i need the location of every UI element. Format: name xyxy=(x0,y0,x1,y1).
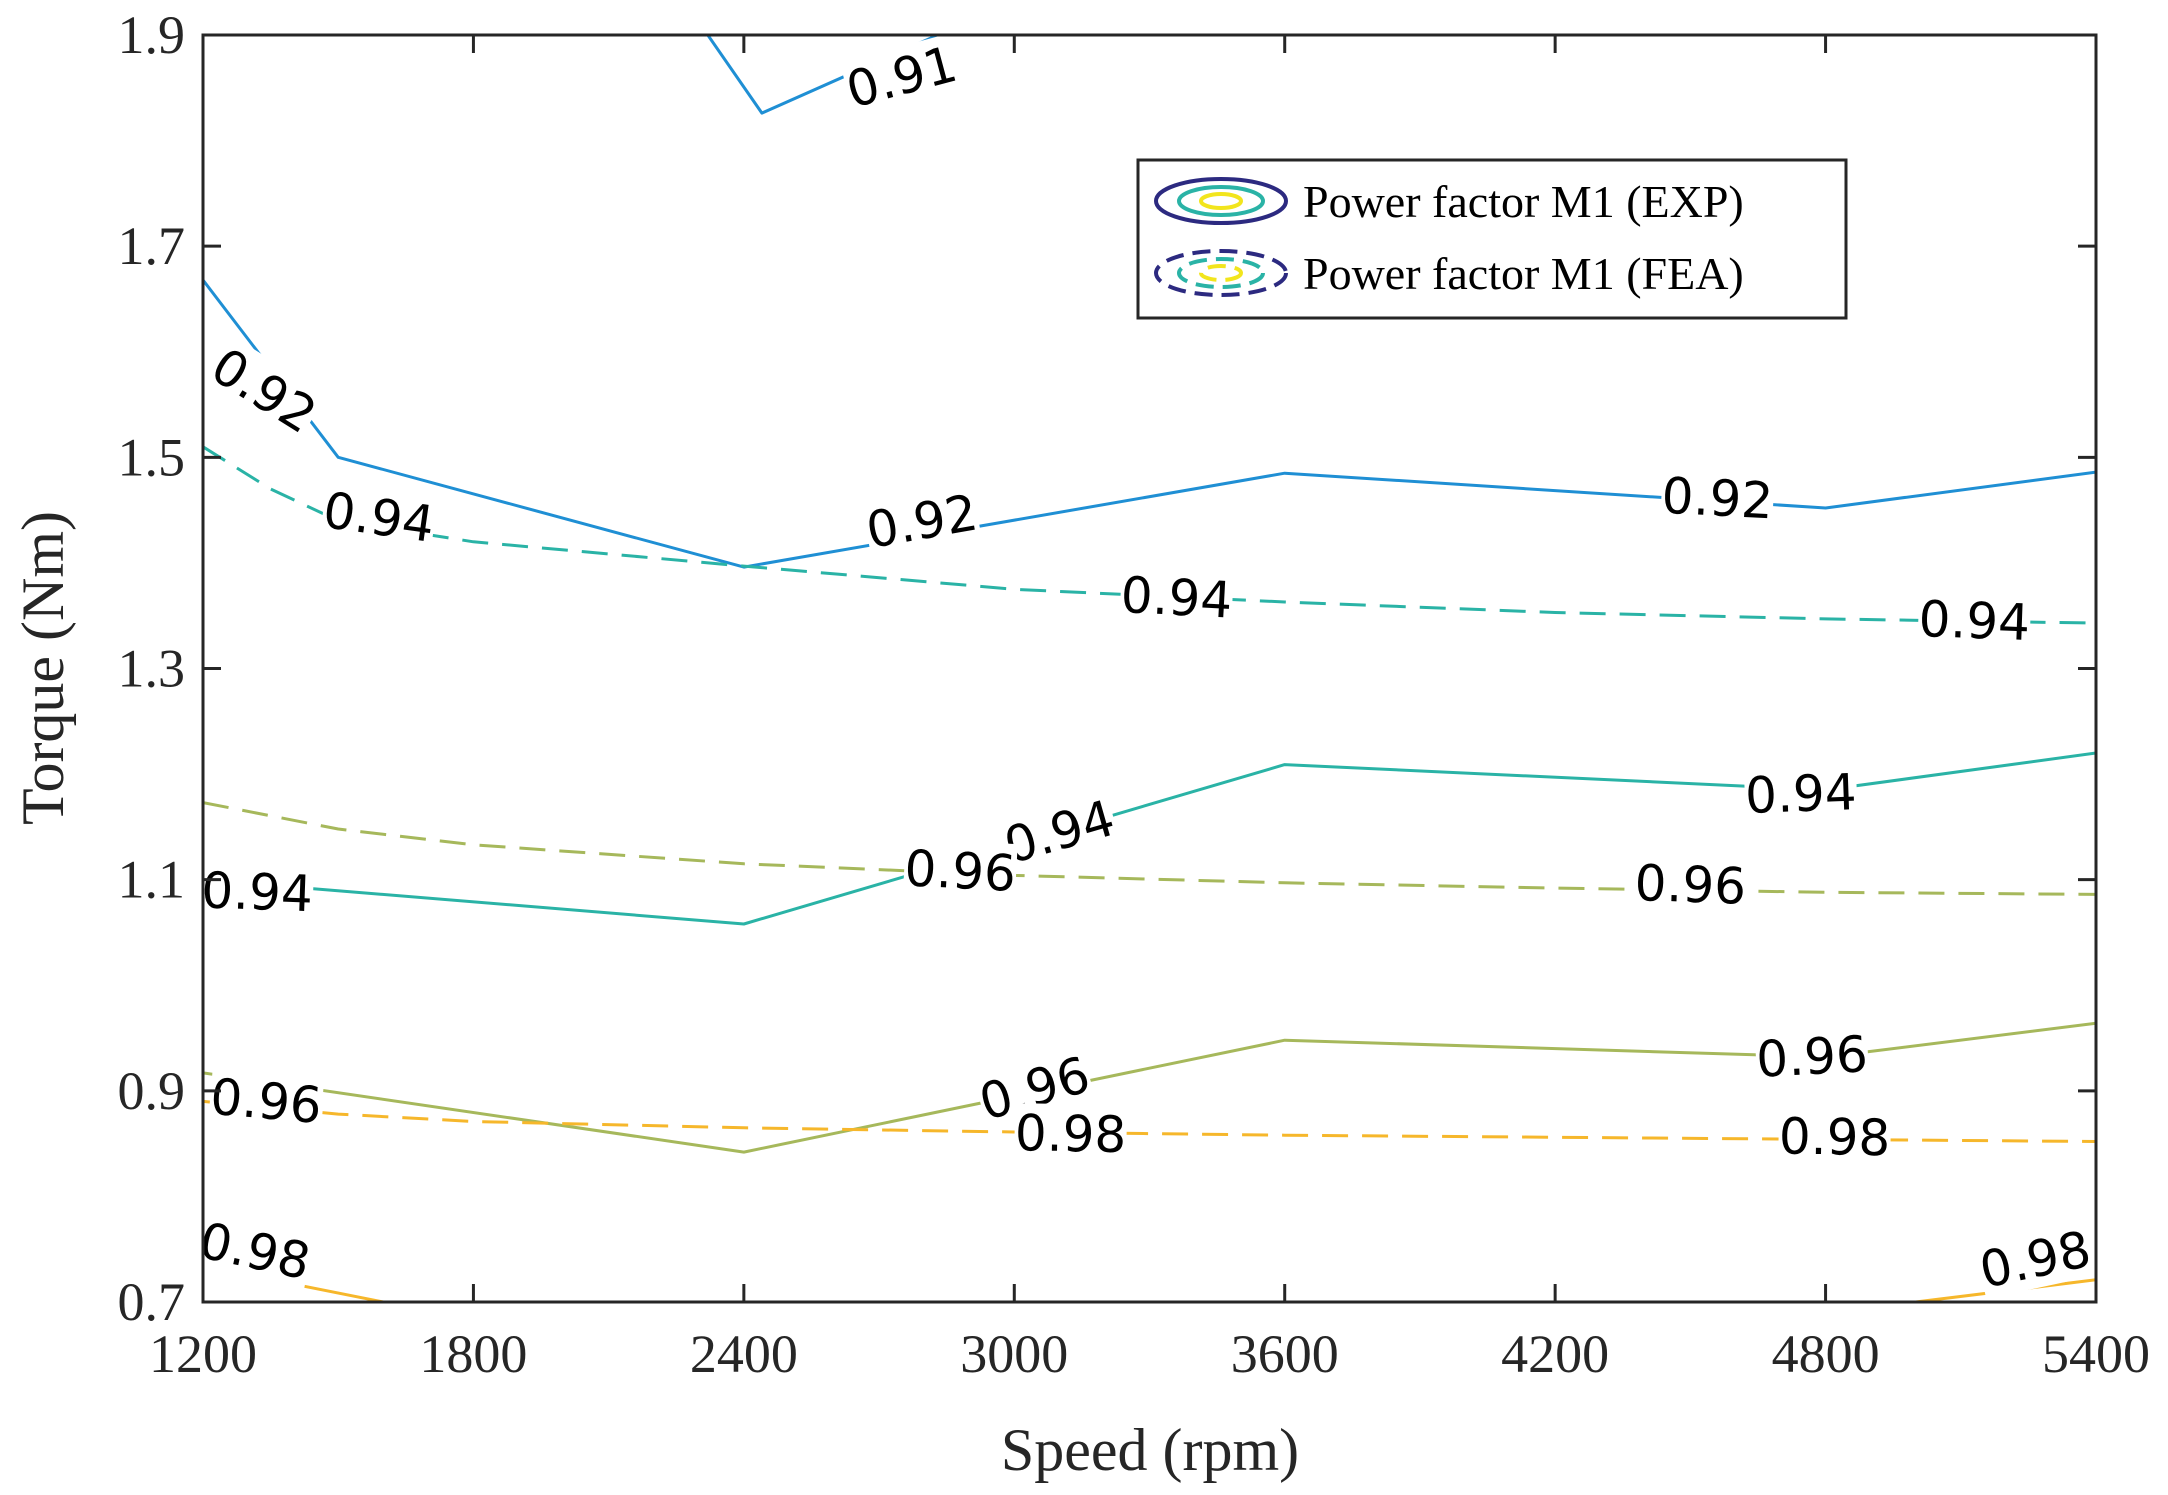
contour-label-text: 0.96 xyxy=(1634,854,1747,916)
contour-label: 0.98 xyxy=(1014,1103,1128,1164)
contour-line-098-fea xyxy=(203,1099,2096,1143)
contour-label: 0.96 xyxy=(1633,852,1748,916)
contour-line-096-exp xyxy=(203,1021,2096,1154)
contour-label: 0.98 xyxy=(1778,1106,1892,1167)
contour-label: 0.96 xyxy=(207,1066,325,1135)
x-tick-label: 3600 xyxy=(1231,1324,1339,1384)
contour-line-094-fea xyxy=(203,445,2096,625)
contour-label-text: 0.96 xyxy=(1755,1025,1869,1089)
contour-label-text: 0.98 xyxy=(1014,1104,1126,1164)
contour-label: 0.96 xyxy=(902,838,1018,903)
contour-label-text: 0.96 xyxy=(903,839,1017,903)
contour-line-092-exp xyxy=(203,279,2096,569)
y-tick-label: 1.1 xyxy=(118,850,186,910)
contour-label: 0.94 xyxy=(200,860,315,923)
y-tick-label: 1.3 xyxy=(118,639,186,699)
legend-icon-exp xyxy=(1154,177,1288,225)
contour-label: 0.96 xyxy=(1754,1024,1870,1089)
legend-entry-exp: Power factor M1 (EXP) xyxy=(1303,176,1744,227)
contour-label-text: 0.94 xyxy=(1119,566,1233,630)
x-axis-label: Speed (rpm) xyxy=(1001,1417,1299,1483)
contour-label-text: 0.94 xyxy=(200,861,313,923)
y-tick-label: 0.7 xyxy=(118,1272,186,1332)
y-tick-label: 1.5 xyxy=(118,427,186,487)
x-tick-label: 4200 xyxy=(1501,1324,1609,1384)
contour-label-text: 0.96 xyxy=(208,1068,324,1135)
legend: Power factor M1 (EXP) Power factor M1 (FE… xyxy=(1136,158,1848,320)
contour-label: 0.94 xyxy=(1743,762,1858,825)
x-tick-label: 1200 xyxy=(149,1324,257,1384)
y-tick-label: 1.9 xyxy=(118,5,186,65)
contour-label: 0.98 xyxy=(194,1210,316,1291)
contour-label: 0.92 xyxy=(1660,465,1775,531)
legend-icon-fea xyxy=(1154,249,1288,297)
contour-label-text: 0.94 xyxy=(1744,763,1857,825)
x-tick-label: 5400 xyxy=(2042,1324,2150,1384)
contour-line-094-exp xyxy=(203,751,2096,926)
y-tick-label: 0.9 xyxy=(118,1061,186,1121)
x-tick-label: 3000 xyxy=(960,1324,1068,1384)
contour-label: 0.94 xyxy=(1917,589,2032,652)
x-tick-label: 4800 xyxy=(1772,1324,1880,1384)
contour-labels: 0.910.920.92 0.920.940.94 0.940.940.94 0.94… xyxy=(194,33,2096,1300)
x-tick-label: 2400 xyxy=(690,1324,798,1384)
contour-label-text: 0.94 xyxy=(1918,590,2031,652)
contour-label: 0.94 xyxy=(1119,564,1234,630)
contour-label: 0.94 xyxy=(319,479,439,554)
contour-label-text: 0.92 xyxy=(1660,467,1774,531)
y-tick-label: 1.7 xyxy=(118,216,186,276)
contour-label-text: 0.98 xyxy=(1778,1107,1890,1167)
axes: 1200 1800 2400 3000 3600 4200 4800 5400 0.7 0.9 1.… xyxy=(118,5,2151,1384)
x-tick-label: 1800 xyxy=(419,1324,527,1384)
y-axis-label: Torque (Nm) xyxy=(10,511,76,825)
legend-entry-fea: Power factor M1 (FEA) xyxy=(1303,248,1744,299)
